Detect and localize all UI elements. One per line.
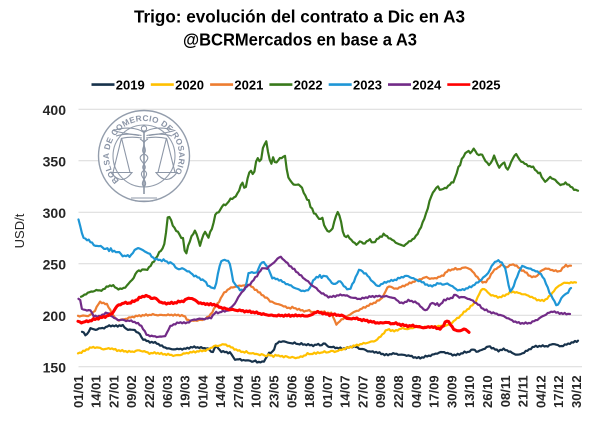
svg-text:2019: 2019: [116, 77, 145, 92]
svg-text:250: 250: [43, 257, 67, 273]
svg-text:10/05: 10/05: [249, 375, 264, 408]
svg-text:27/01: 27/01: [106, 375, 121, 408]
svg-text:21/11: 21/11: [516, 375, 531, 407]
svg-text:19/03: 19/03: [178, 375, 193, 408]
svg-text:2021: 2021: [234, 77, 263, 92]
svg-text:18/06: 18/06: [302, 375, 317, 408]
svg-text:06/03: 06/03: [160, 375, 175, 408]
svg-text:2025: 2025: [472, 77, 501, 92]
svg-text:14/01: 14/01: [89, 375, 104, 408]
svg-text:22/02: 22/02: [142, 375, 157, 408]
svg-text:14/07: 14/07: [338, 375, 353, 408]
svg-text:350: 350: [43, 154, 67, 170]
svg-text:Trigo: evolución del contrato: Trigo: evolución del contrato a Dic en A…: [134, 7, 465, 27]
svg-text:2023: 2023: [353, 77, 382, 92]
svg-text:04/09: 04/09: [409, 375, 424, 408]
svg-text:01/04: 01/04: [195, 375, 210, 408]
svg-text:17/09: 17/09: [427, 375, 442, 408]
svg-text:2024: 2024: [412, 77, 442, 92]
svg-text:01/07: 01/07: [320, 375, 335, 408]
svg-text:08/11: 08/11: [498, 375, 513, 407]
svg-text:23/05: 23/05: [267, 375, 282, 408]
svg-text:USD/t: USD/t: [12, 213, 27, 248]
svg-text:27/07: 27/07: [355, 375, 370, 408]
svg-text:01/01: 01/01: [71, 375, 86, 408]
svg-text:14/04: 14/04: [213, 375, 228, 408]
svg-text:400: 400: [43, 102, 67, 118]
svg-text:30/12: 30/12: [569, 375, 584, 408]
svg-text:27/04: 27/04: [231, 375, 246, 408]
svg-text:300: 300: [43, 205, 67, 221]
svg-text:22/08: 22/08: [391, 375, 406, 408]
svg-text:04/12: 04/12: [533, 375, 548, 408]
svg-text:30/09: 30/09: [444, 375, 459, 408]
svg-text:09/08: 09/08: [373, 375, 388, 408]
svg-text:13/10: 13/10: [462, 375, 477, 408]
svg-text:26/10: 26/10: [480, 375, 495, 408]
svg-text:2022: 2022: [294, 77, 323, 92]
svg-text:2020: 2020: [175, 77, 204, 92]
svg-text:@BCRMercados en base a A3: @BCRMercados en base a A3: [183, 30, 417, 50]
svg-text:09/02: 09/02: [124, 375, 139, 408]
svg-text:05/06: 05/06: [284, 375, 299, 408]
svg-text:17/12: 17/12: [551, 375, 566, 408]
svg-text:200: 200: [43, 308, 67, 324]
svg-text:150: 150: [43, 360, 67, 376]
